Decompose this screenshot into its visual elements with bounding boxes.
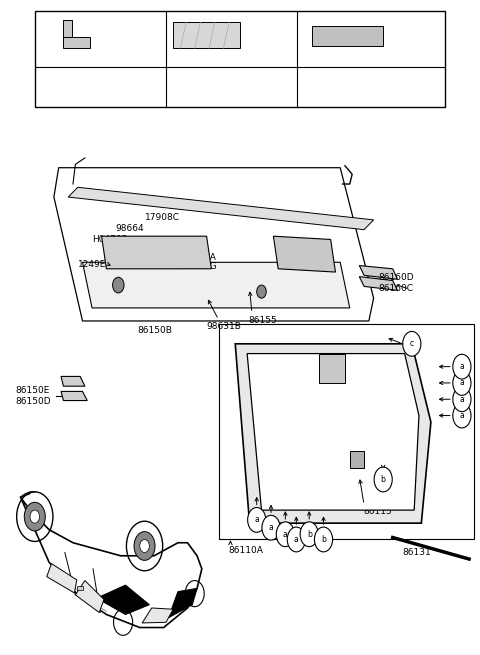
Text: a: a [459, 362, 464, 371]
Circle shape [374, 467, 392, 492]
Bar [77, 586, 83, 590]
Circle shape [314, 527, 333, 552]
Text: 86150B: 86150B [137, 326, 172, 335]
Text: 86124A: 86124A [330, 84, 364, 93]
Circle shape [140, 540, 149, 553]
Circle shape [45, 76, 64, 102]
Text: a: a [254, 515, 259, 525]
Polygon shape [47, 563, 77, 593]
Polygon shape [235, 344, 431, 523]
Circle shape [24, 502, 45, 531]
Circle shape [248, 508, 266, 533]
Polygon shape [83, 262, 350, 308]
Polygon shape [61, 392, 87, 401]
Text: b: b [381, 475, 385, 484]
Polygon shape [75, 580, 104, 612]
Text: b: b [307, 530, 312, 539]
Text: 98631B: 98631B [206, 322, 241, 331]
Text: a: a [269, 523, 274, 533]
Bar [173, 22, 240, 48]
Polygon shape [274, 236, 336, 272]
Polygon shape [247, 354, 419, 510]
Text: 98664: 98664 [115, 224, 144, 233]
Bar [63, 20, 72, 37]
Circle shape [453, 387, 471, 411]
Polygon shape [97, 585, 149, 614]
Circle shape [300, 522, 318, 547]
Circle shape [403, 331, 421, 356]
Polygon shape [168, 588, 197, 618]
Text: 86150E: 86150E [16, 386, 50, 395]
Text: b: b [182, 84, 187, 93]
Circle shape [453, 354, 471, 379]
Bar [350, 451, 364, 468]
Text: 86160D: 86160D [378, 273, 414, 282]
Circle shape [453, 403, 471, 428]
Polygon shape [142, 608, 173, 623]
Polygon shape [319, 354, 345, 383]
Text: 17908A: 17908A [182, 253, 216, 261]
Polygon shape [360, 276, 397, 290]
Text: 86154G: 86154G [182, 263, 217, 271]
Text: 86142C: 86142C [71, 78, 105, 86]
Text: 86122B: 86122B [199, 84, 233, 93]
Text: 1249EB: 1249EB [78, 261, 112, 269]
Circle shape [134, 532, 155, 560]
Bar [63, 37, 90, 48]
Circle shape [306, 76, 325, 102]
Text: a: a [459, 379, 464, 388]
Text: 86150D: 86150D [16, 397, 51, 405]
Text: a: a [459, 395, 464, 403]
Text: H0470R: H0470R [92, 235, 128, 244]
Circle shape [175, 76, 194, 102]
Polygon shape [61, 377, 85, 386]
Text: b: b [321, 535, 326, 544]
Text: a: a [283, 530, 288, 539]
Text: a: a [459, 411, 464, 420]
Text: 86110A: 86110A [228, 546, 263, 555]
Bar [312, 26, 384, 46]
Text: 86155: 86155 [249, 316, 277, 325]
Polygon shape [21, 497, 202, 627]
Circle shape [30, 510, 39, 523]
Text: 17908C: 17908C [144, 214, 180, 223]
Bar [218, 324, 474, 540]
Text: 86141B: 86141B [71, 90, 105, 98]
Circle shape [276, 522, 294, 547]
Polygon shape [54, 168, 373, 321]
Text: a: a [294, 535, 299, 544]
Text: c: c [313, 84, 318, 93]
Text: 86115: 86115 [363, 507, 392, 516]
Circle shape [262, 515, 280, 540]
Text: c: c [410, 339, 414, 348]
Circle shape [257, 285, 266, 298]
Polygon shape [68, 187, 373, 230]
Polygon shape [360, 265, 397, 279]
Circle shape [287, 527, 305, 552]
Text: 86131: 86131 [402, 548, 431, 557]
Text: 86160C: 86160C [378, 284, 413, 293]
Circle shape [113, 277, 124, 293]
Bar [35, 10, 445, 107]
Polygon shape [102, 236, 211, 269]
Circle shape [453, 371, 471, 396]
Text: a: a [52, 84, 57, 93]
